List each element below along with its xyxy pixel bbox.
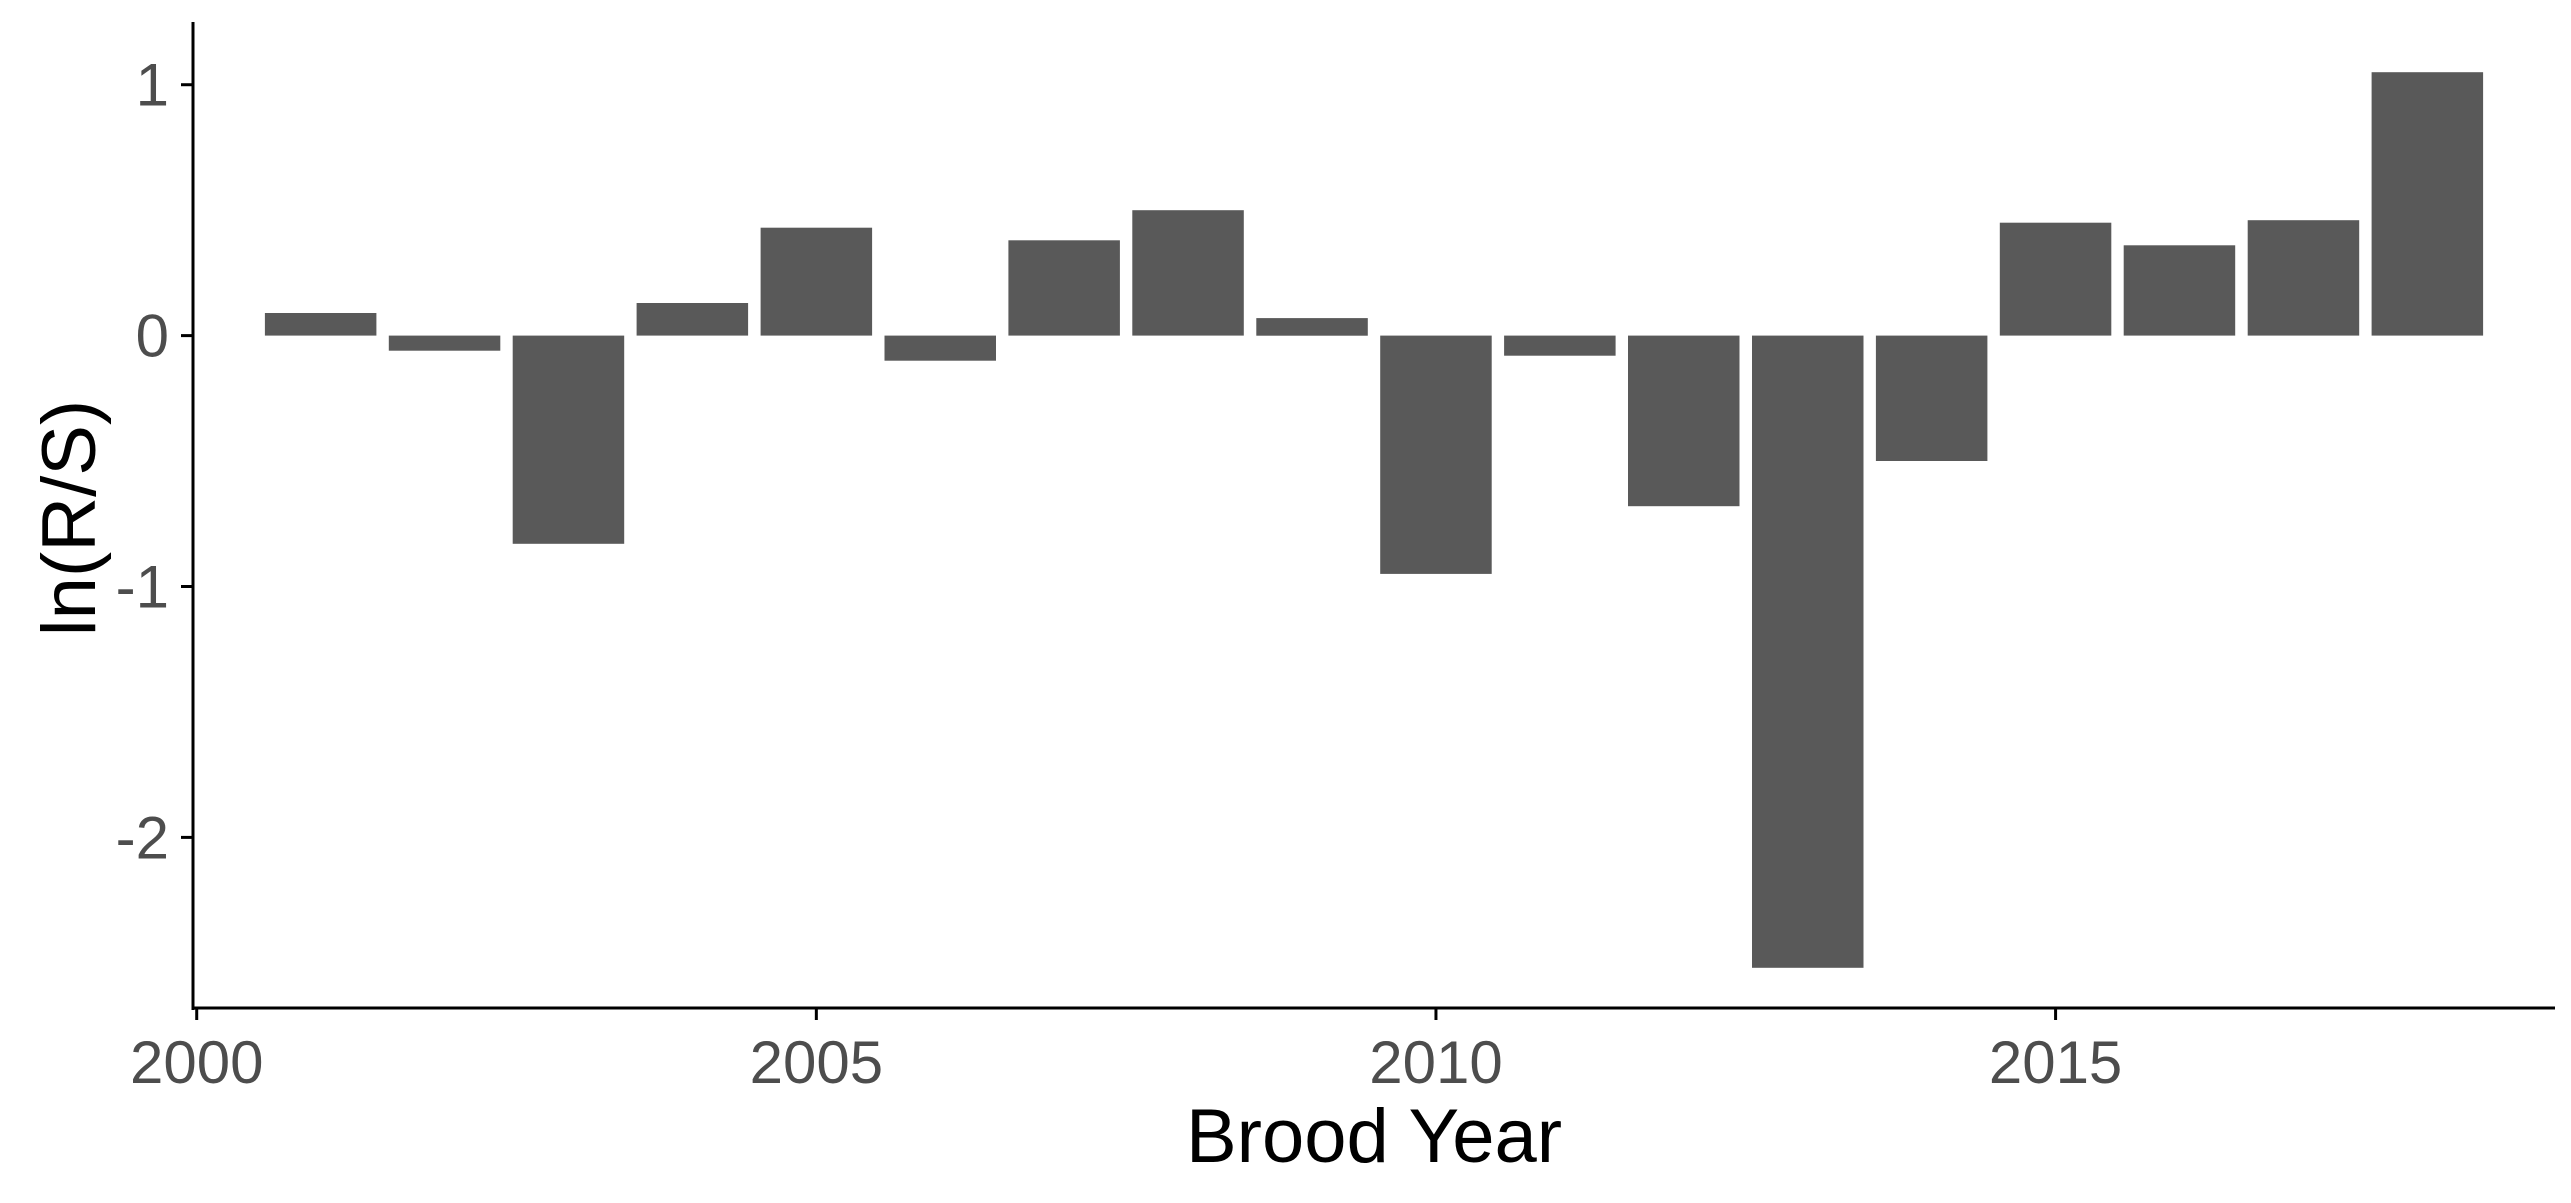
- y-tick-label: -2: [116, 804, 169, 871]
- bar-2001: [264, 313, 377, 336]
- bar-2006: [884, 335, 996, 361]
- bar-2009: [1256, 318, 1368, 336]
- bar-2011: [1504, 335, 1616, 356]
- y-axis-title: ln(R/S): [27, 400, 112, 636]
- bar-2012: [1628, 335, 1740, 507]
- x-tick-label: 2010: [1369, 1029, 1502, 1096]
- bar-2015: [1999, 222, 2112, 336]
- bar-2004: [636, 303, 749, 336]
- bar-series: [264, 72, 2484, 968]
- bar-2008: [1132, 210, 1244, 336]
- x-axis-ticks: 2000 2005 2010 2015: [130, 1008, 2122, 1096]
- y-tick-label: -1: [116, 554, 169, 621]
- bar-2013: [1752, 335, 1864, 968]
- bar-2007: [1008, 240, 1120, 336]
- bar-2017: [2247, 220, 2360, 336]
- bar-2002: [388, 335, 501, 351]
- axes: [191, 22, 2555, 1010]
- x-tick-label: 2005: [750, 1029, 883, 1096]
- bar-2003: [512, 335, 625, 544]
- x-tick-label: 2015: [1989, 1029, 2122, 1096]
- bar-2018: [2371, 72, 2484, 336]
- bar-2014: [1875, 335, 1988, 461]
- y-axis-ticks: 1 0 -1 -2: [116, 52, 193, 871]
- bar-2005: [760, 227, 873, 336]
- x-tick-label: 2000: [130, 1029, 263, 1096]
- y-tick-label: 1: [136, 52, 169, 119]
- bar-2016: [2123, 245, 2236, 336]
- bar-2010: [1380, 335, 1492, 574]
- y-tick-label: 0: [136, 303, 169, 370]
- x-axis-title: Brood Year: [1186, 1094, 1562, 1179]
